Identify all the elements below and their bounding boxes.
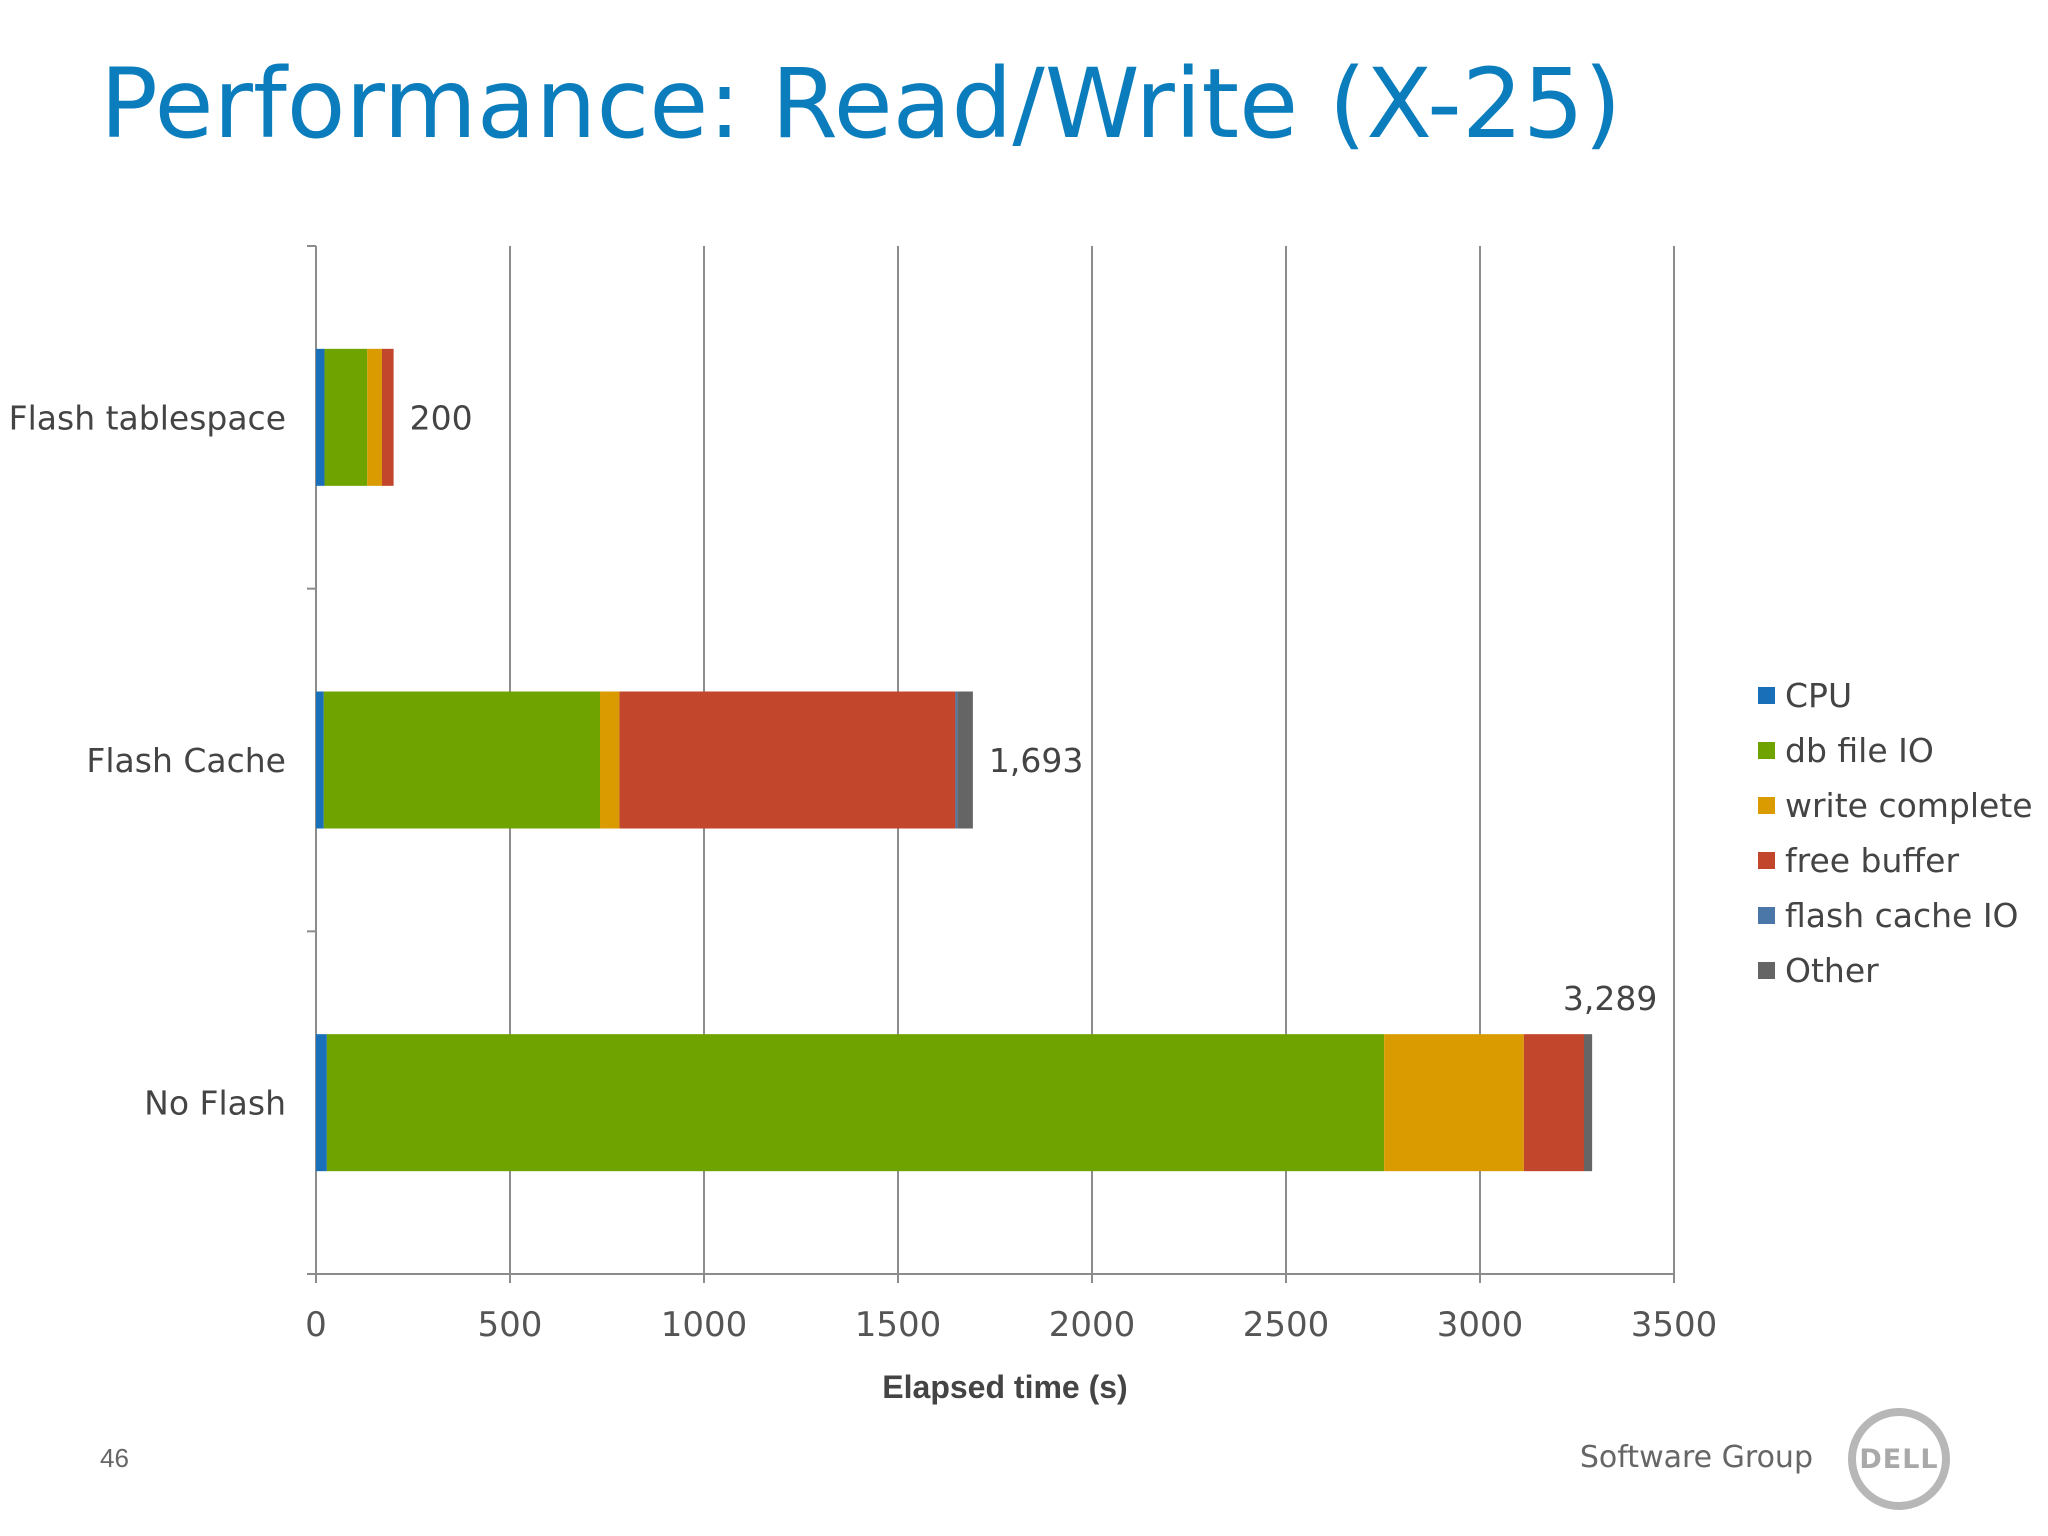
- legend-swatch: [1758, 962, 1775, 979]
- bar-segment-other: [957, 691, 973, 829]
- x-tick-label: 2000: [1049, 1305, 1136, 1345]
- chart-legend: CPU db file IO write complete free buffer fl…: [1758, 668, 2033, 998]
- category-label: No Flash: [144, 1084, 286, 1123]
- bar-segment-cpu: [316, 1034, 327, 1172]
- slide-title: Performance: Read/Write (X-25): [100, 48, 1622, 160]
- x-tick-label: 1500: [855, 1305, 942, 1345]
- x-axis-title: Elapsed time (s): [882, 1369, 1127, 1405]
- legend-item: flash cache IO: [1758, 888, 2033, 943]
- bar-segment-cpu: [316, 348, 325, 486]
- total-label: 200: [410, 398, 473, 437]
- bar-segment-cpu: [316, 691, 324, 829]
- bar-segment-write-complete: [600, 691, 620, 829]
- legend-swatch: [1758, 687, 1775, 704]
- bar-segment-db-file-io: [326, 1034, 1385, 1172]
- bar-segment-free-buffer: [619, 691, 956, 829]
- page-number: 46: [100, 1443, 129, 1473]
- bar-segment-other: [1583, 1034, 1593, 1172]
- bar-segment-free-buffer: [381, 348, 394, 486]
- x-tick-label: 2500: [1243, 1305, 1330, 1345]
- bar-segment-write-complete: [1384, 1034, 1524, 1172]
- legend-item: db file IO: [1758, 723, 2033, 778]
- legend-label: flash cache IO: [1785, 896, 2019, 935]
- legend-swatch: [1758, 907, 1775, 924]
- legend-item: write complete: [1758, 778, 2033, 833]
- x-tick-label: 3000: [1437, 1305, 1524, 1345]
- legend-label: CPU: [1785, 676, 1853, 715]
- legend-label: free buffer: [1785, 841, 1960, 880]
- total-label: 1,693: [989, 741, 1083, 780]
- legend-label: db file IO: [1785, 731, 1934, 770]
- legend-swatch: [1758, 742, 1775, 759]
- dell-logo: DELL: [1848, 1408, 1950, 1510]
- category-label: Flash Cache: [86, 741, 286, 780]
- total-label: 3,289: [1563, 979, 1657, 1018]
- bar-segment-db-file-io: [324, 348, 368, 486]
- x-tick-label: 1000: [661, 1305, 748, 1345]
- legend-item: Other: [1758, 943, 2033, 998]
- footer-brand-text: Software Group: [1579, 1440, 1813, 1475]
- bar-segment-flash-cache-io: [955, 691, 958, 829]
- x-tick-label: 0: [305, 1305, 327, 1345]
- x-tick-label: 3500: [1631, 1305, 1718, 1345]
- bar-segment-db-file-io: [323, 691, 601, 829]
- logo-text: DELL: [1859, 1443, 1939, 1475]
- legend-label: write complete: [1785, 786, 2033, 825]
- legend-swatch: [1758, 852, 1775, 869]
- legend-swatch: [1758, 797, 1775, 814]
- legend-item: CPU: [1758, 668, 2033, 723]
- bar-segment-write-complete: [367, 348, 382, 486]
- category-label: Flash tablespace: [9, 398, 286, 437]
- x-tick-label: 500: [478, 1305, 543, 1345]
- legend-label: Other: [1785, 951, 1879, 990]
- legend-item: free buffer: [1758, 833, 2033, 888]
- bar-segment-free-buffer: [1523, 1034, 1584, 1172]
